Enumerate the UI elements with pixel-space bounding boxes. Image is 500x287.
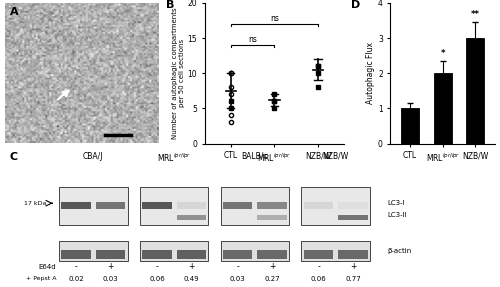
Text: 17 kDa: 17 kDa bbox=[24, 201, 46, 206]
Bar bbox=[304, 215, 334, 220]
Bar bbox=[223, 215, 252, 220]
Text: D: D bbox=[350, 0, 360, 10]
Bar bbox=[140, 241, 208, 261]
Bar bbox=[142, 202, 172, 209]
Text: + Pepst A: + Pepst A bbox=[26, 276, 56, 281]
Bar bbox=[142, 215, 172, 220]
Text: 0.27: 0.27 bbox=[264, 276, 280, 282]
Text: ns: ns bbox=[270, 13, 279, 23]
Text: NZB/W: NZB/W bbox=[322, 152, 349, 161]
Bar bbox=[62, 202, 91, 209]
Bar bbox=[434, 73, 452, 144]
Bar bbox=[62, 250, 91, 259]
Text: -: - bbox=[156, 262, 158, 271]
Text: LC3-I: LC3-I bbox=[387, 200, 405, 206]
Text: ns: ns bbox=[248, 35, 257, 44]
Bar bbox=[59, 187, 128, 225]
Text: MRL$^{lpr/lpr}$: MRL$^{lpr/lpr}$ bbox=[157, 152, 192, 164]
Bar bbox=[223, 250, 252, 259]
Text: +: + bbox=[269, 262, 275, 271]
Bar bbox=[258, 202, 287, 209]
Bar bbox=[176, 250, 206, 259]
Text: BALB/c: BALB/c bbox=[242, 152, 268, 161]
Bar bbox=[302, 187, 370, 225]
Text: -: - bbox=[74, 262, 78, 271]
Text: *: * bbox=[440, 49, 445, 58]
Text: 0.06: 0.06 bbox=[149, 276, 165, 282]
Bar bbox=[59, 241, 128, 261]
Text: -: - bbox=[236, 262, 239, 271]
Text: +: + bbox=[107, 262, 114, 271]
Bar bbox=[96, 215, 125, 220]
Y-axis label: Number of autophagic compartments
per 50 cell sections: Number of autophagic compartments per 50… bbox=[172, 7, 184, 139]
Bar bbox=[176, 202, 206, 209]
Text: B: B bbox=[166, 0, 174, 10]
Bar bbox=[401, 108, 419, 144]
Bar bbox=[302, 241, 370, 261]
Text: 0.49: 0.49 bbox=[184, 276, 199, 282]
Text: E64d: E64d bbox=[39, 263, 56, 269]
Bar bbox=[96, 250, 125, 259]
Bar bbox=[338, 250, 368, 259]
Text: 0.06: 0.06 bbox=[310, 276, 326, 282]
Bar bbox=[338, 215, 368, 220]
Text: A: A bbox=[10, 7, 18, 17]
Bar bbox=[258, 250, 287, 259]
Bar bbox=[96, 202, 125, 209]
Text: CBA/J: CBA/J bbox=[83, 152, 103, 161]
Text: C: C bbox=[10, 152, 18, 162]
Bar bbox=[176, 215, 206, 220]
Bar bbox=[304, 250, 334, 259]
Bar bbox=[223, 202, 252, 209]
Bar bbox=[220, 187, 289, 225]
Bar bbox=[304, 202, 334, 209]
Text: +: + bbox=[350, 262, 356, 271]
Text: +: + bbox=[188, 262, 194, 271]
Bar bbox=[338, 202, 368, 209]
Text: 0.03: 0.03 bbox=[230, 276, 246, 282]
Y-axis label: Autophagic Flux: Autophagic Flux bbox=[366, 42, 375, 104]
Text: 0.03: 0.03 bbox=[102, 276, 118, 282]
Bar bbox=[142, 250, 172, 259]
Text: 0.02: 0.02 bbox=[68, 276, 84, 282]
Text: 0.77: 0.77 bbox=[345, 276, 361, 282]
Text: β-actin: β-actin bbox=[387, 248, 411, 254]
Bar bbox=[466, 38, 484, 144]
Bar bbox=[220, 241, 289, 261]
Bar bbox=[140, 187, 208, 225]
Bar bbox=[62, 215, 91, 220]
Text: -: - bbox=[317, 262, 320, 271]
Text: **: ** bbox=[471, 10, 480, 20]
Bar bbox=[258, 215, 287, 220]
Text: LC3-II: LC3-II bbox=[387, 212, 407, 218]
